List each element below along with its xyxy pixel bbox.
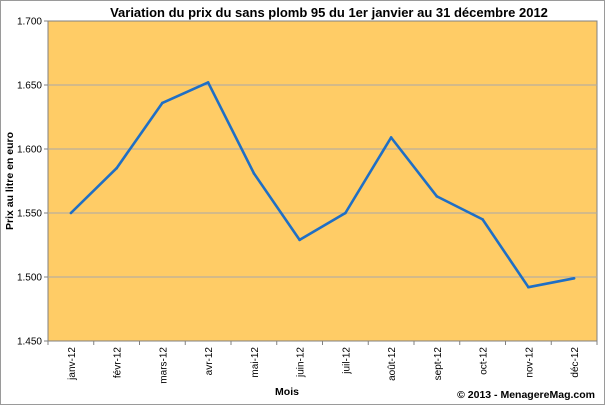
chart-title: Variation du prix du sans plomb 95 du 1e… bbox=[110, 5, 548, 20]
data-point bbox=[206, 81, 210, 84]
data-point bbox=[161, 101, 164, 105]
y-axis-label: Prix au litre en euro bbox=[4, 132, 16, 230]
plot-area bbox=[47, 20, 598, 342]
y-tick-label: 1.550 bbox=[17, 209, 42, 220]
x-tick-label: sept-12 bbox=[433, 347, 444, 381]
x-tick-label: juin-12 bbox=[296, 347, 307, 378]
x-axis-label: Mois bbox=[275, 386, 299, 398]
data-point bbox=[298, 238, 301, 242]
y-tick-label: 1.650 bbox=[17, 81, 42, 92]
y-tick-label: 1.600 bbox=[17, 145, 42, 156]
x-tick-label: mars-12 bbox=[158, 347, 169, 384]
x-tick-label: avr-12 bbox=[204, 347, 215, 376]
x-tick-label: déc-12 bbox=[570, 347, 581, 378]
x-tick-label: mai-12 bbox=[250, 347, 261, 378]
y-tick-label: 1.450 bbox=[17, 337, 42, 348]
y-tick-label: 1.700 bbox=[17, 17, 42, 28]
x-tick-label: févr-12 bbox=[113, 347, 124, 379]
gridlines bbox=[48, 84, 597, 278]
data-point bbox=[344, 211, 347, 215]
data-point bbox=[252, 172, 256, 175]
data-points bbox=[69, 81, 576, 289]
x-tick-label: oct-12 bbox=[479, 347, 490, 375]
series-line bbox=[69, 81, 575, 289]
y-axis-ticks: 1.450 1.500 1.550 1.600 1.650 1.700 bbox=[17, 17, 48, 348]
data-point bbox=[389, 136, 393, 139]
x-tick-label: janv-12 bbox=[67, 347, 78, 381]
x-tick-label: juil-12 bbox=[341, 347, 352, 375]
data-point bbox=[435, 195, 439, 198]
data-point bbox=[572, 276, 576, 280]
x-axis-ticks: janv-12 févr-12 mars-12 avr-12 mai-12 juin-12… bbox=[47, 341, 598, 384]
copyright-credit: © 2013 - MenagereMag.com bbox=[457, 389, 595, 401]
data-point bbox=[481, 218, 484, 221]
x-tick-label: août-12 bbox=[387, 347, 398, 381]
data-point bbox=[115, 166, 118, 170]
data-point bbox=[69, 211, 73, 215]
x-tick-label: nov-12 bbox=[524, 347, 535, 378]
y-tick-label: 1.500 bbox=[17, 273, 42, 284]
data-point bbox=[527, 285, 530, 289]
